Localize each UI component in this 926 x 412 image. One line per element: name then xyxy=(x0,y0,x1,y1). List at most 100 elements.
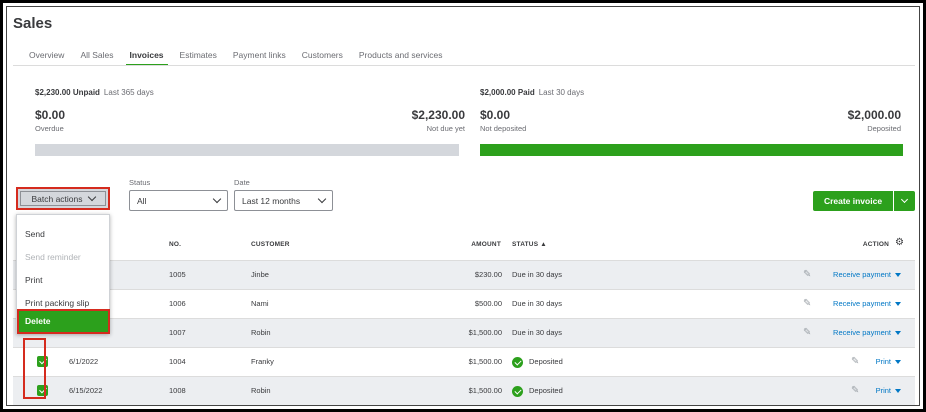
action-label[interactable]: Print xyxy=(875,386,891,395)
customer-name: Robin xyxy=(251,386,271,395)
not-deposited-label: Not deposited xyxy=(480,124,527,133)
status-filter-value: All xyxy=(137,195,147,206)
action-label[interactable]: Receive payment xyxy=(833,270,891,279)
chevron-down-icon xyxy=(317,194,327,204)
invoice-no[interactable]: 1006 xyxy=(169,299,186,308)
tab-divider xyxy=(13,65,915,66)
caret-down-icon[interactable] xyxy=(895,360,901,365)
menu-item-print-packing-slip[interactable]: Print packing slip xyxy=(25,298,90,308)
menu-item-print[interactable]: Print xyxy=(25,275,43,285)
action-label[interactable]: Receive payment xyxy=(833,299,891,308)
pencil-icon[interactable]: ✎ xyxy=(851,385,860,396)
receive-payment-action[interactable]: Receive payment xyxy=(833,261,901,289)
invoice-date: 6/1/2022 xyxy=(69,357,99,366)
invoice-amount: $230.00 xyxy=(474,270,502,279)
chevron-down-icon xyxy=(900,195,909,204)
caret-down-icon[interactable] xyxy=(895,273,901,278)
customer-name: Robin xyxy=(251,328,271,337)
action-label[interactable]: Print xyxy=(875,357,891,366)
paid-progress-bar[interactable] xyxy=(480,144,903,156)
paid-total: $2,000.00 Paid xyxy=(480,88,535,97)
invoice-no[interactable]: 1005 xyxy=(169,270,186,279)
column-header-action: ACTION xyxy=(862,241,889,248)
menu-item-delete[interactable]: Delete xyxy=(17,309,110,334)
tab-products-and-services[interactable]: Products and services xyxy=(358,50,443,60)
action-label[interactable]: Receive payment xyxy=(833,328,891,337)
table-row[interactable]: 1005 Jinbe $230.00 Due in 30 days ✎ Rece… xyxy=(13,260,915,289)
column-header-amount[interactable]: AMOUNT xyxy=(471,241,501,248)
invoice-amount: $1,500.00 xyxy=(468,357,502,366)
chevron-down-icon xyxy=(87,192,96,202)
status-filter-select[interactable]: All xyxy=(129,190,228,211)
table-row[interactable]: 1007 Robin $1,500.00 Due in 30 days ✎ Re… xyxy=(13,318,915,347)
table-row[interactable]: 6/15/2022 1008 Robin $1,500.00 Deposited… xyxy=(13,376,915,405)
row-checkbox[interactable] xyxy=(37,385,48,396)
invoice-status-text: Deposited xyxy=(529,357,563,366)
tab-overview[interactable]: Overview xyxy=(29,50,65,60)
table-row[interactable]: 1006 Nami $500.00 Due in 30 days ✎ Recei… xyxy=(13,289,915,318)
overdue-amount: $0.00 xyxy=(35,108,66,122)
pencil-icon[interactable]: ✎ xyxy=(803,269,812,280)
menu-item-send[interactable]: Send xyxy=(25,229,45,239)
date-filter-value: Last 12 months xyxy=(242,195,301,206)
customer-name: Franky xyxy=(251,357,274,366)
batch-actions-button[interactable]: Batch actions xyxy=(16,187,110,210)
paid-period: Last 30 days xyxy=(538,88,585,97)
invoice-status-text: Deposited xyxy=(529,386,563,395)
invoice-status: Deposited xyxy=(512,348,563,376)
invoice-amount: $1,500.00 xyxy=(468,386,502,395)
row-checkbox[interactable] xyxy=(37,356,48,367)
invoice-amount: $1,500.00 xyxy=(468,328,502,337)
status-filter-label: Status xyxy=(129,178,151,187)
caret-down-icon[interactable] xyxy=(895,302,901,307)
paid-summary-header: $2,000.00 Paid Last 30 days xyxy=(480,88,584,97)
invoice-no[interactable]: 1007 xyxy=(169,328,186,337)
not-deposited-amount: $0.00 xyxy=(480,108,511,122)
column-header-no[interactable]: NO. xyxy=(169,241,182,248)
unpaid-summary-header: $2,230.00 Unpaid Last 365 days xyxy=(35,88,154,97)
invoice-no[interactable]: 1008 xyxy=(169,386,186,395)
menu-item-send-reminder: Send reminder xyxy=(25,252,81,262)
unpaid-total: $2,230.00 Unpaid xyxy=(35,88,100,97)
pencil-icon[interactable]: ✎ xyxy=(803,298,812,309)
pencil-icon[interactable]: ✎ xyxy=(803,327,812,338)
unpaid-period: Last 365 days xyxy=(103,88,154,97)
invoice-status: Due in 30 days xyxy=(512,270,563,279)
check-circle-icon xyxy=(512,356,523,368)
deposited-amount: $2,000.00 xyxy=(847,108,901,122)
receive-payment-action[interactable]: Receive payment xyxy=(833,319,901,347)
caret-down-icon[interactable] xyxy=(895,389,901,394)
customer-name: Jinbe xyxy=(251,270,269,279)
invoice-status: Due in 30 days xyxy=(512,299,563,308)
create-invoice-dropdown[interactable] xyxy=(894,191,915,211)
invoice-no[interactable]: 1004 xyxy=(169,357,186,366)
tab-all-sales[interactable]: All Sales xyxy=(80,50,114,60)
receive-payment-action[interactable]: Receive payment xyxy=(833,290,901,318)
unpaid-progress-bar[interactable] xyxy=(35,144,459,156)
pencil-icon[interactable]: ✎ xyxy=(851,356,860,367)
tab-invoices[interactable]: Invoices xyxy=(122,48,172,66)
invoice-status: Due in 30 days xyxy=(512,328,563,337)
sales-tabs: Overview All Sales Invoices Estimates Pa… xyxy=(21,48,451,66)
invoice-amount: $500.00 xyxy=(474,299,502,308)
date-filter-label: Date xyxy=(234,178,250,187)
tab-estimates[interactable]: Estimates xyxy=(179,50,217,60)
not-due-label: Not due yet xyxy=(426,124,465,133)
gear-icon[interactable]: ⚙ xyxy=(895,237,904,248)
date-filter-select[interactable]: Last 12 months xyxy=(234,190,333,211)
invoice-date: 6/15/2022 xyxy=(69,386,103,395)
column-header-status[interactable]: STATUS ▲ xyxy=(512,241,547,248)
tab-payment-links[interactable]: Payment links xyxy=(232,50,286,60)
sales-page: Sales Overview All Sales Invoices Estima… xyxy=(6,6,920,406)
column-header-customer[interactable]: CUSTOMER xyxy=(251,241,290,248)
table-row[interactable]: 6/1/2022 1004 Franky $1,500.00 Deposited… xyxy=(13,347,915,376)
caret-down-icon[interactable] xyxy=(895,331,901,336)
selected-checkboxes-highlight xyxy=(23,338,46,399)
create-invoice-button[interactable]: Create invoice xyxy=(813,191,893,211)
chevron-down-icon xyxy=(212,194,222,204)
print-action[interactable]: Print xyxy=(876,348,901,376)
tab-customers[interactable]: Customers xyxy=(301,50,343,60)
customer-name: Nami xyxy=(251,299,269,308)
page-title: Sales xyxy=(13,15,53,32)
print-action[interactable]: Print xyxy=(876,377,901,405)
